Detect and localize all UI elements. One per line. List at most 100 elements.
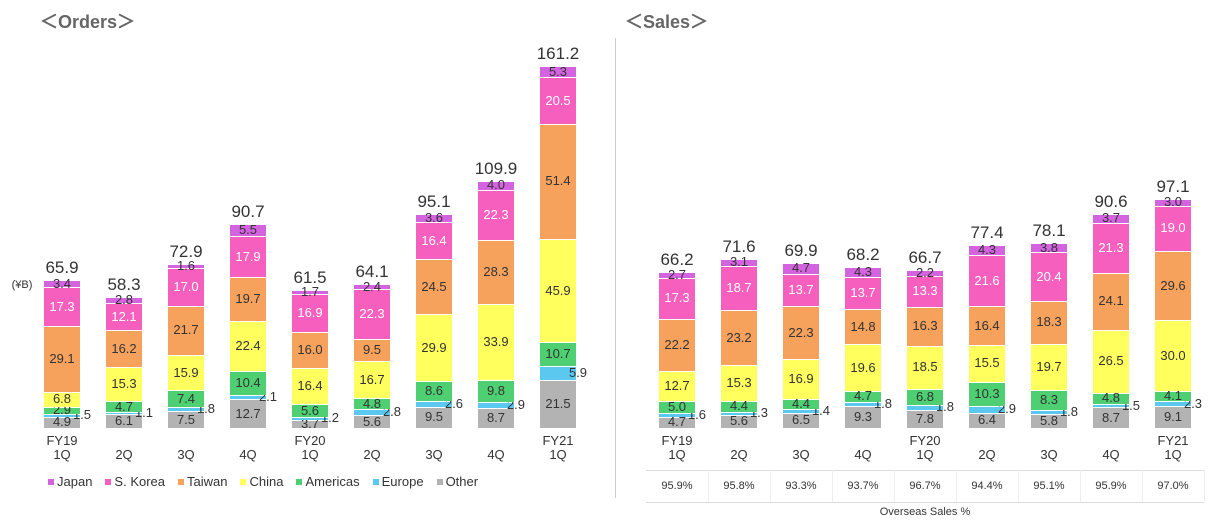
overseas-pct: 93.3%	[785, 480, 817, 492]
data-label: 12.1	[111, 308, 137, 324]
bar-segment	[106, 330, 142, 367]
x-tick-label: 3Q	[1040, 447, 1058, 462]
bar-segment	[1031, 414, 1067, 428]
x-tick-label: FY21 1Q	[1157, 433, 1189, 462]
chart-title: ＜Sales＞	[625, 12, 709, 32]
bar-segment	[1031, 390, 1067, 411]
bar-segment	[416, 222, 452, 260]
data-label: 19.7	[1036, 359, 1062, 375]
bar-segment	[721, 310, 757, 366]
bar-segment	[106, 411, 142, 415]
bar-segment	[478, 401, 514, 409]
bar-segment	[1093, 403, 1129, 408]
data-label: 19.6	[850, 359, 876, 375]
table-line	[832, 470, 833, 502]
data-label: 3.7	[300, 415, 320, 431]
data-label: 1.6	[176, 257, 196, 273]
data-label: 29.1	[49, 351, 75, 367]
bar-segment	[354, 283, 390, 290]
data-label: 12.7	[664, 378, 690, 394]
data-label: 21.3	[1098, 239, 1124, 255]
bar-segment	[1155, 320, 1191, 392]
bar-segment	[907, 409, 943, 428]
legend-swatch	[105, 479, 112, 485]
bar-segment	[168, 354, 204, 391]
bar-segment	[721, 266, 757, 311]
legend-label: China	[249, 474, 284, 489]
bar-segment	[106, 296, 142, 304]
data-label: 17.9	[235, 248, 261, 264]
legend-swatch	[48, 479, 54, 485]
bar-segment	[969, 345, 1005, 382]
data-label: 22.3	[359, 306, 385, 322]
bar-segment	[292, 416, 328, 420]
data-label: 7.8	[915, 410, 935, 426]
legend-swatch	[436, 479, 443, 485]
bar-segment	[106, 401, 142, 412]
total-label: 72.9	[169, 242, 203, 262]
data-label: 9.3	[853, 409, 873, 424]
divider	[615, 38, 616, 498]
bar-segment	[907, 275, 943, 307]
bar-segment	[292, 289, 328, 294]
legend-label: Japan	[57, 474, 93, 489]
data-label: 3.7	[1101, 210, 1121, 226]
legend-swatch	[178, 479, 185, 485]
data-label: 16.4	[297, 377, 323, 393]
bar-segment	[44, 416, 80, 428]
bar-segment	[540, 342, 576, 367]
legend-label: Other	[445, 474, 479, 489]
bar-segment	[1155, 401, 1191, 407]
bar-segment	[1155, 250, 1191, 321]
bar-segment	[907, 345, 943, 390]
total-label: 90.7	[231, 202, 265, 222]
bar-segment	[907, 270, 943, 276]
bar-segment	[540, 239, 576, 343]
x-tick-label: 2Q	[730, 447, 748, 462]
table-line	[1142, 470, 1143, 502]
data-label: 9.5	[424, 409, 444, 425]
bar-segment	[540, 77, 576, 124]
bar-segment	[168, 411, 204, 428]
bar-segment	[540, 123, 576, 240]
bar-segment	[1155, 198, 1191, 206]
data-label: 4.4	[791, 396, 811, 412]
total-label: 71.6	[722, 236, 756, 256]
data-label: 16.4	[974, 317, 1000, 333]
bar-segment	[1093, 272, 1129, 330]
table-line	[956, 470, 957, 502]
legend-swatch	[296, 479, 303, 485]
total-label: 109.9	[474, 158, 518, 178]
bar-segment	[354, 339, 390, 361]
overseas-pct: 95.1%	[1033, 480, 1065, 492]
bar-segment	[659, 318, 695, 372]
data-label: 13.3	[912, 283, 938, 299]
data-label: 45.9	[545, 282, 571, 298]
data-label: 9.8	[486, 382, 506, 398]
data-label: 12.7	[235, 405, 261, 421]
data-label: 15.9	[173, 364, 199, 380]
bar-segment	[1093, 392, 1129, 404]
overseas-pct: 95.9%	[1095, 480, 1127, 492]
bar-segment	[907, 307, 943, 346]
bar-segment	[292, 367, 328, 405]
total-label: 58.3	[107, 274, 141, 294]
data-label: 15.3	[726, 375, 752, 391]
data-label: 20.4	[1036, 268, 1062, 284]
data-label: 3.1	[729, 254, 749, 270]
bar-segment	[1031, 300, 1067, 344]
bar-segment	[44, 413, 80, 417]
data-label: 1.7	[300, 283, 320, 299]
data-label: 16.9	[788, 370, 814, 386]
data-label: 8.7	[486, 410, 506, 426]
data-label: 13.7	[850, 285, 876, 301]
x-tick-label: 3Q	[177, 447, 195, 462]
data-label: 18.7	[726, 280, 752, 296]
x-tick-label: 4Q	[239, 447, 257, 462]
bar-segment	[1031, 252, 1067, 301]
data-label: 28.3	[483, 263, 509, 279]
x-tick-label: 2Q	[363, 447, 381, 462]
data-label: 21.5	[545, 395, 571, 411]
bar-segment	[416, 259, 452, 315]
data-label: 24.5	[421, 278, 447, 294]
